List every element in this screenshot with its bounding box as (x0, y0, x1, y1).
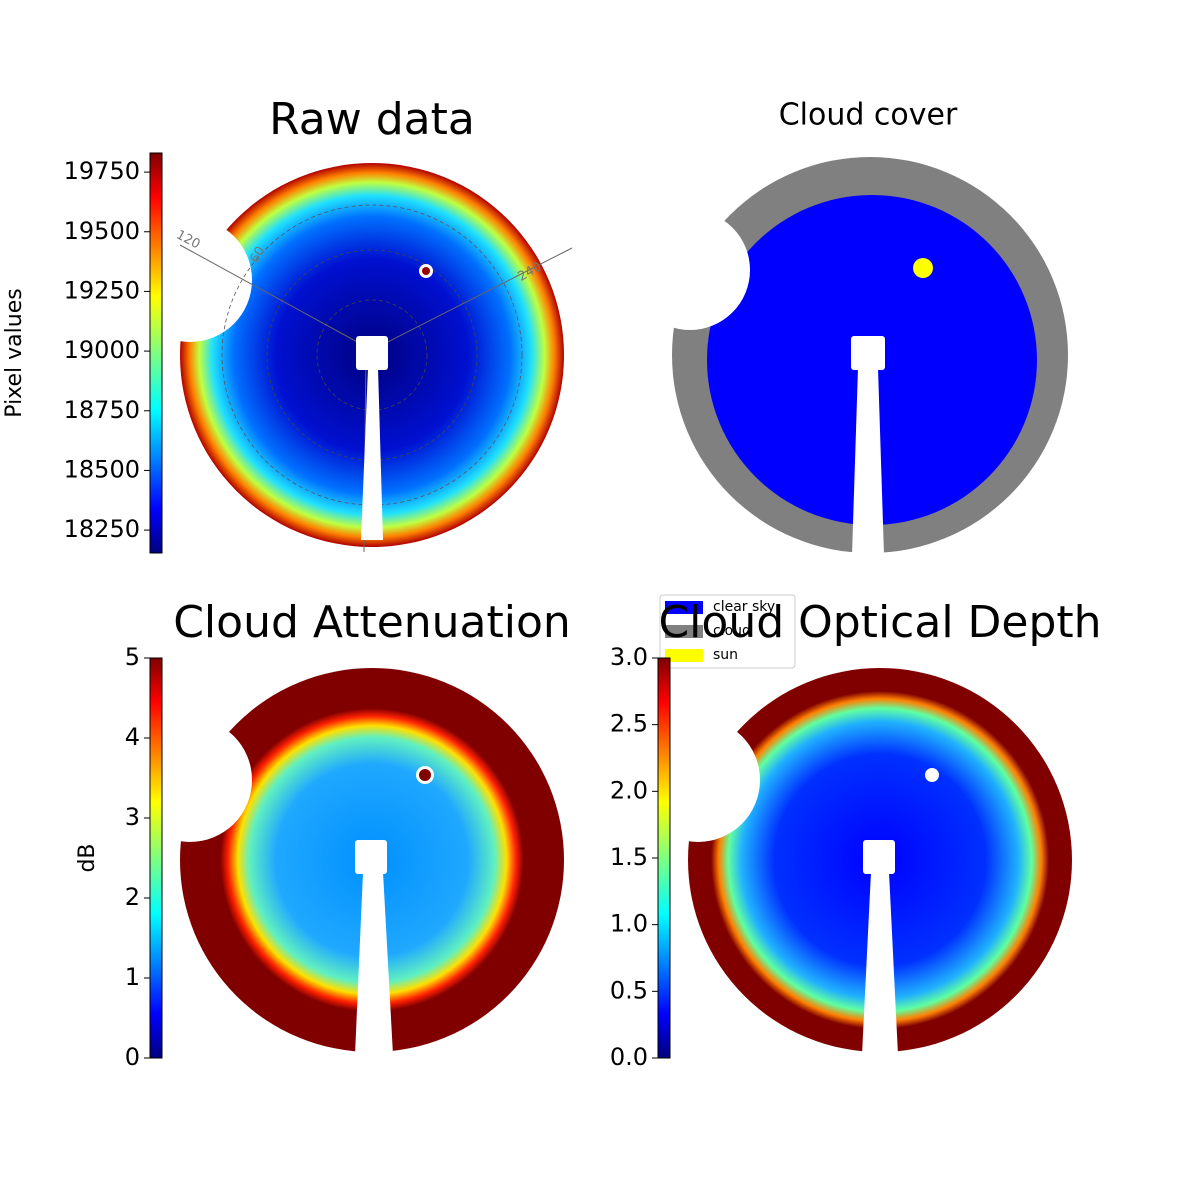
colorbar-label: Pixel values (2, 288, 27, 417)
tick-label: 1 (125, 963, 140, 991)
tick-label: 18250 (64, 515, 140, 543)
colorbar-label: dB (75, 843, 100, 872)
tick-label: 2.5 (610, 710, 648, 738)
panel-title: Cloud Optical Depth (658, 597, 1101, 648)
tick-label: 4 (125, 723, 140, 751)
sky-image (128, 163, 573, 553)
tick-label: 1.0 (610, 910, 648, 938)
tick-label: 3 (125, 803, 140, 831)
legend-swatch (665, 625, 703, 638)
panel-title: Raw data (269, 94, 475, 145)
legend-swatch (665, 601, 703, 614)
panel-title: Cloud cover (779, 98, 958, 133)
panel-title: Cloud Attenuation (173, 597, 571, 648)
tick-label: 0.0 (610, 1043, 648, 1071)
tick-label: 19500 (64, 217, 140, 245)
tick-label: 0 (125, 1043, 140, 1071)
legend-label: cloud (713, 623, 751, 639)
cloud-mask (630, 157, 1068, 555)
tick-label: 2 (125, 883, 140, 911)
polar-label: 60 (247, 244, 268, 266)
legend-swatch (665, 649, 703, 662)
legend-label: clear sky (713, 599, 775, 615)
legend-label: sun (713, 647, 738, 663)
tick-label: 18500 (64, 455, 140, 483)
attenuation-image (128, 668, 564, 1055)
optical-depth-image (636, 668, 1072, 1055)
tick-label: 3.0 (610, 643, 648, 671)
tick-label: 19000 (64, 336, 140, 364)
tick-label: 18750 (64, 396, 140, 424)
tick-label: 1.5 (610, 843, 648, 871)
colorbar (149, 152, 163, 554)
tick-label: 19750 (64, 157, 140, 185)
colorbar (657, 657, 671, 1059)
tick-label: 2.0 (610, 776, 648, 804)
tick-label: 0.5 (610, 976, 648, 1004)
tick-label: 5 (125, 643, 140, 671)
tick-label: 19250 (64, 276, 140, 304)
colorbar (149, 657, 163, 1059)
